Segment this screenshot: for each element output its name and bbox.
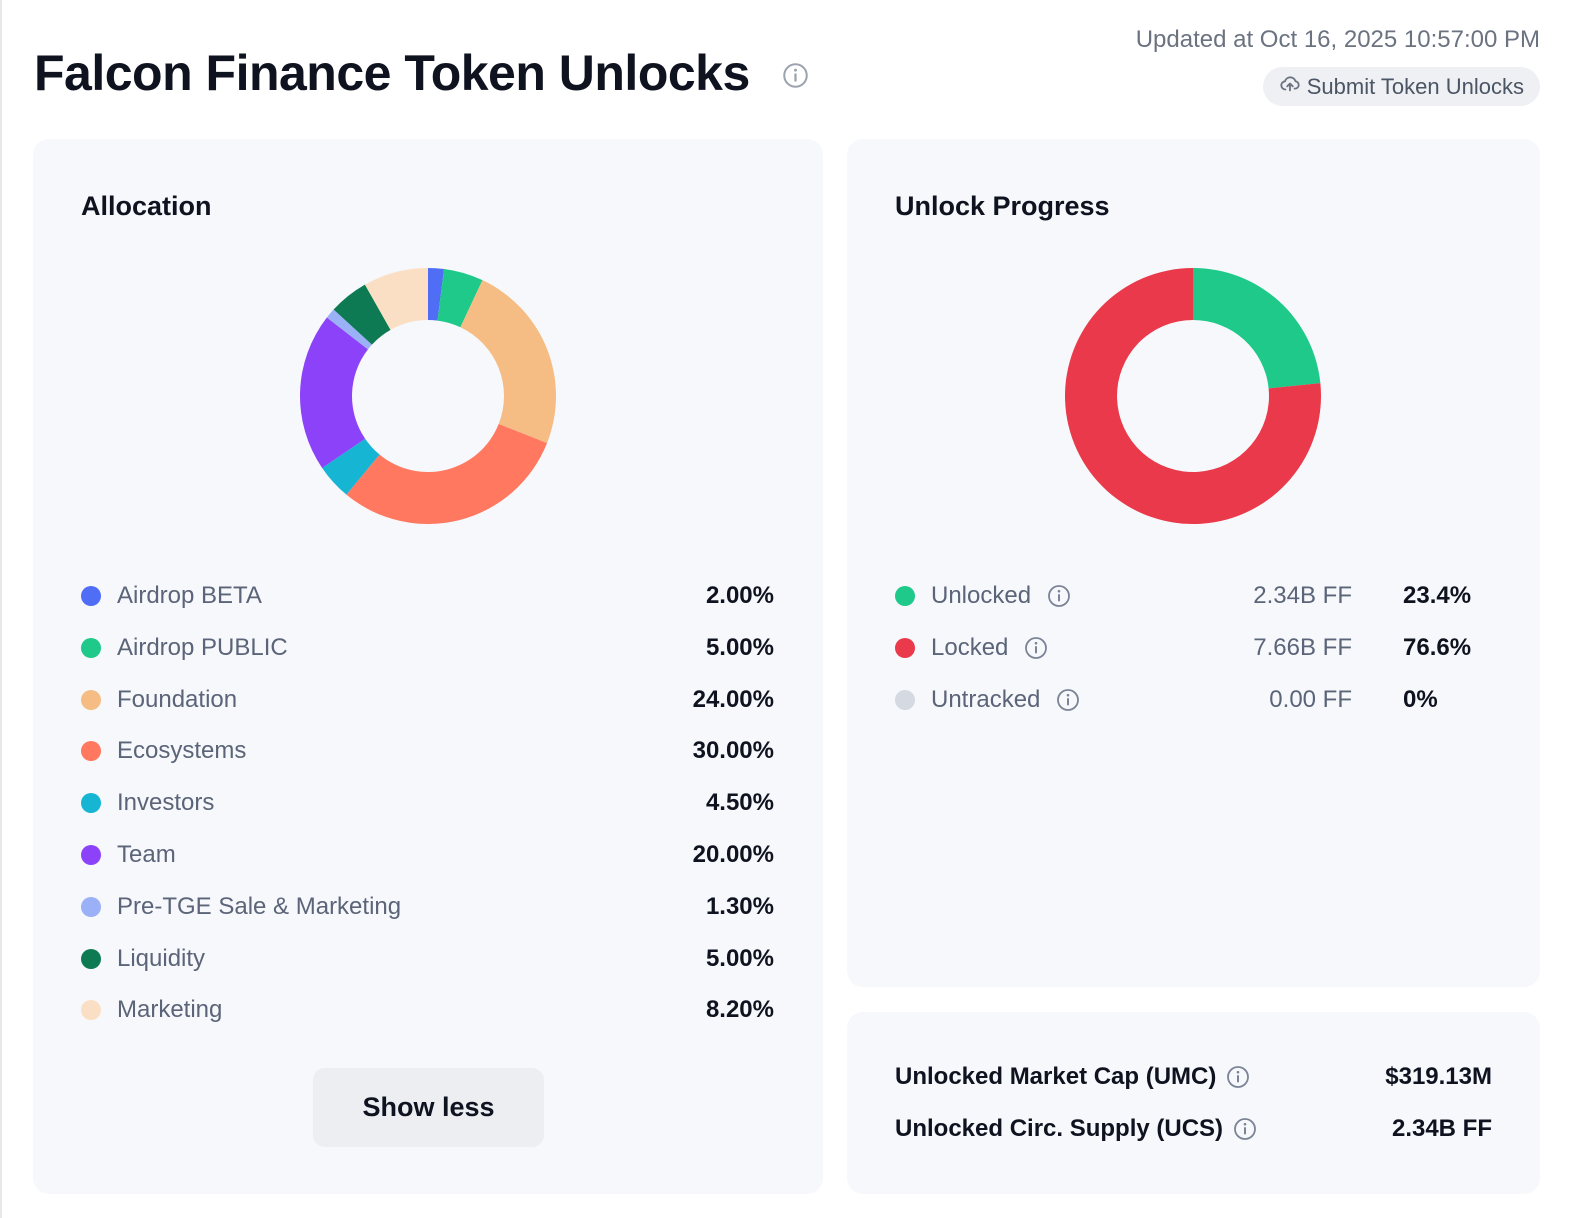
info-icon[interactable] bbox=[1024, 636, 1048, 660]
legend-percentage: 8.20% bbox=[705, 996, 774, 1024]
allocation-legend-item: Ecosystems 30.00% bbox=[81, 731, 774, 771]
allocation-slice-team[interactable] bbox=[300, 317, 368, 468]
allocation-title: Allocation bbox=[81, 191, 212, 221]
legend-percentage: 5.00% bbox=[705, 944, 774, 972]
allocation-card: Allocation Airdrop BETA 2.00% Airdrop PUBL… bbox=[33, 139, 823, 1194]
info-icon[interactable] bbox=[782, 62, 809, 89]
stat-row-umc: Unlocked Market Cap (UMC) $319.13M bbox=[895, 1057, 1492, 1097]
page-title: Falcon Finance Token Unlocks bbox=[34, 45, 750, 101]
legend-percentage: 4.50% bbox=[705, 789, 774, 817]
legend-label: Locked bbox=[931, 633, 1009, 661]
legend-label: Ecosystems bbox=[117, 737, 247, 765]
unlock-legend-item: Locked 7.66B FF 76.6% bbox=[895, 628, 1495, 668]
allocation-slice-foundation[interactable] bbox=[460, 280, 556, 444]
legend-color-dot bbox=[895, 637, 915, 658]
stat-label: Unlocked Circ. Supply (UCS) bbox=[895, 1115, 1224, 1142]
legend-color-dot bbox=[81, 586, 101, 606]
legend-percentage: 2.00% bbox=[705, 582, 774, 609]
show-less-button[interactable]: Show less bbox=[313, 1068, 544, 1147]
allocation-legend-item: Pre-TGE Sale & Marketing 1.30% bbox=[81, 887, 774, 927]
legend-color-dot bbox=[81, 793, 101, 814]
legend-label: Marketing bbox=[117, 996, 223, 1024]
legend-color-dot bbox=[895, 689, 915, 710]
allocation-slice-pre-tge-sale-marketing[interactable] bbox=[326, 309, 372, 350]
legend-label: Untracked bbox=[931, 685, 1041, 713]
legend-label: Team bbox=[117, 841, 176, 868]
allocation-legend-item: Liquidity 5.00% bbox=[81, 939, 774, 979]
info-icon[interactable] bbox=[1056, 688, 1080, 712]
legend-percentage: 0% bbox=[1403, 685, 1438, 713]
legend-amount: 7.66B FF bbox=[1253, 633, 1352, 661]
allocation-slice-liquidity[interactable] bbox=[333, 284, 391, 345]
legend-color-dot bbox=[81, 1000, 101, 1021]
legend-percentage: 24.00% bbox=[692, 685, 774, 713]
legend-color-dot bbox=[81, 948, 101, 969]
cloud-upload-icon bbox=[1279, 73, 1301, 101]
allocation-slice-airdrop-beta[interactable] bbox=[428, 268, 445, 321]
stat-row-ucs: Unlocked Circ. Supply (UCS) 2.34B FF bbox=[895, 1109, 1492, 1149]
legend-color-dot bbox=[81, 845, 101, 865]
allocation-legend-item: Investors 4.50% bbox=[81, 783, 774, 823]
stat-value: $319.13M bbox=[1385, 1063, 1492, 1090]
unlock-progress-donut-chart bbox=[1065, 268, 1321, 524]
stat-label: Unlocked Market Cap (UMC) bbox=[895, 1063, 1217, 1090]
stat-value: 2.34B FF bbox=[1391, 1115, 1492, 1142]
legend-color-dot bbox=[81, 689, 101, 710]
legend-color-dot bbox=[81, 741, 101, 762]
unlock-progress-card: Unlock Progress Unlocked 2.34B FF 23.4% Loc… bbox=[847, 139, 1540, 987]
legend-percentage: 23.4% bbox=[1403, 582, 1472, 609]
legend-label: Pre-TGE Sale & Marketing bbox=[117, 892, 402, 920]
unlock-slice-unlocked[interactable] bbox=[1193, 268, 1321, 389]
allocation-slice-airdrop-public[interactable] bbox=[437, 269, 483, 328]
legend-amount: 2.34B FF bbox=[1253, 582, 1352, 609]
legend-label: Foundation bbox=[117, 685, 238, 713]
legend-color-dot bbox=[81, 896, 101, 917]
info-icon[interactable] bbox=[1226, 1065, 1250, 1089]
legend-percentage: 30.00% bbox=[692, 737, 774, 765]
allocation-legend-item: Airdrop BETA 2.00% bbox=[81, 576, 774, 616]
allocation-slice-ecosystems[interactable] bbox=[346, 423, 548, 524]
allocation-slice-investors[interactable] bbox=[322, 438, 380, 495]
legend-percentage: 5.00% bbox=[705, 633, 774, 661]
allocation-donut-chart bbox=[300, 268, 556, 524]
unlock-legend-item: Unlocked 2.34B FF 23.4% bbox=[895, 576, 1495, 616]
legend-amount: 0.00 FF bbox=[1269, 685, 1352, 713]
legend-percentage: 20.00% bbox=[692, 841, 774, 868]
allocation-legend-item: Team 20.00% bbox=[81, 835, 774, 875]
legend-percentage: 76.6% bbox=[1403, 633, 1472, 661]
submit-token-unlocks-button[interactable]: Submit Token Unlocks bbox=[1262, 67, 1540, 106]
legend-label: Unlocked bbox=[931, 582, 1032, 609]
unlock-legend-item: Untracked 0.00 FF 0% bbox=[895, 680, 1495, 720]
legend-percentage: 1.30% bbox=[705, 892, 774, 920]
updated-timestamp: Updated at Oct 16, 2025 10:57:00 PM bbox=[1135, 26, 1540, 53]
legend-label: Liquidity bbox=[117, 944, 206, 972]
page-left-border bbox=[0, 0, 2, 1218]
legend-label: Investors bbox=[117, 789, 215, 817]
legend-label: Airdrop PUBLIC bbox=[117, 633, 288, 661]
unlock-slice-locked[interactable] bbox=[1065, 268, 1321, 524]
unlocked-stats-card: Unlocked Market Cap (UMC) $319.13M Unloc… bbox=[847, 1012, 1540, 1194]
allocation-legend-item: Marketing 8.20% bbox=[81, 990, 774, 1030]
legend-color-dot bbox=[895, 586, 915, 606]
unlock-progress-title: Unlock Progress bbox=[895, 191, 1110, 221]
info-icon[interactable] bbox=[1047, 584, 1071, 608]
allocation-legend-item: Airdrop PUBLIC 5.00% bbox=[81, 628, 774, 668]
info-icon[interactable] bbox=[1233, 1117, 1257, 1141]
legend-label: Airdrop BETA bbox=[117, 582, 262, 609]
allocation-slice-marketing[interactable] bbox=[364, 268, 428, 330]
legend-color-dot bbox=[81, 637, 101, 658]
allocation-legend-item: Foundation 24.00% bbox=[81, 680, 774, 720]
submit-token-unlocks-label: Submit Token Unlocks bbox=[1306, 73, 1524, 99]
